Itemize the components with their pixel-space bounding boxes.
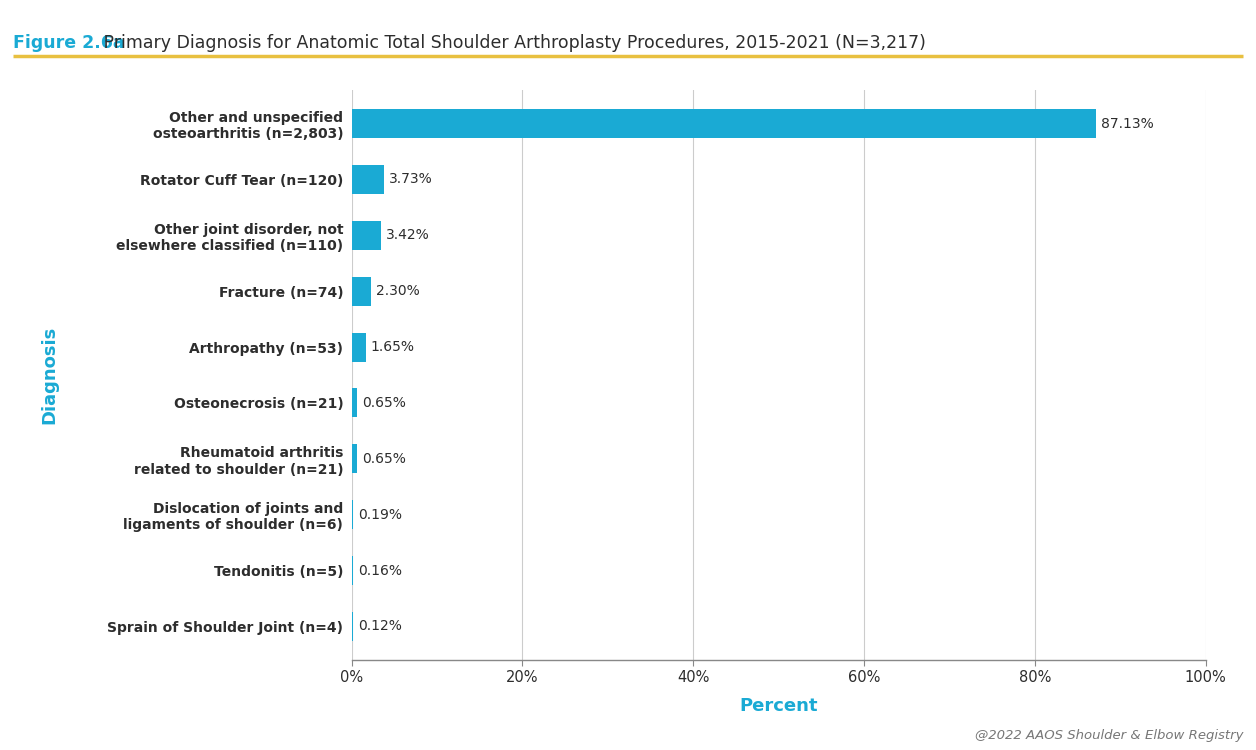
Text: @2022 AAOS Shoulder & Elbow Registry: @2022 AAOS Shoulder & Elbow Registry	[975, 730, 1243, 742]
Text: 3.73%: 3.73%	[388, 172, 432, 187]
Text: 0.19%: 0.19%	[358, 508, 402, 522]
Text: Figure 2.6a: Figure 2.6a	[13, 34, 124, 52]
Text: 2.30%: 2.30%	[377, 284, 421, 298]
Text: 0.65%: 0.65%	[363, 452, 406, 466]
X-axis label: Percent: Percent	[740, 697, 818, 715]
Text: 0.65%: 0.65%	[363, 396, 406, 410]
Text: Primary Diagnosis for Anatomic Total Shoulder Arthroplasty Procedures, 2015-2021: Primary Diagnosis for Anatomic Total Sho…	[98, 34, 926, 52]
Bar	[352, 109, 1095, 138]
Bar	[352, 444, 357, 473]
Text: 0.12%: 0.12%	[358, 620, 402, 634]
Bar	[352, 332, 365, 362]
Y-axis label: Diagnosis: Diagnosis	[40, 326, 59, 424]
Bar	[352, 388, 357, 418]
Text: 0.16%: 0.16%	[358, 563, 402, 578]
Bar	[352, 165, 383, 194]
Text: 87.13%: 87.13%	[1102, 116, 1154, 130]
Bar	[352, 556, 353, 585]
Text: 3.42%: 3.42%	[386, 228, 430, 242]
Bar	[352, 220, 381, 250]
Text: 1.65%: 1.65%	[371, 340, 414, 354]
Bar	[352, 500, 353, 530]
Bar	[352, 277, 372, 306]
